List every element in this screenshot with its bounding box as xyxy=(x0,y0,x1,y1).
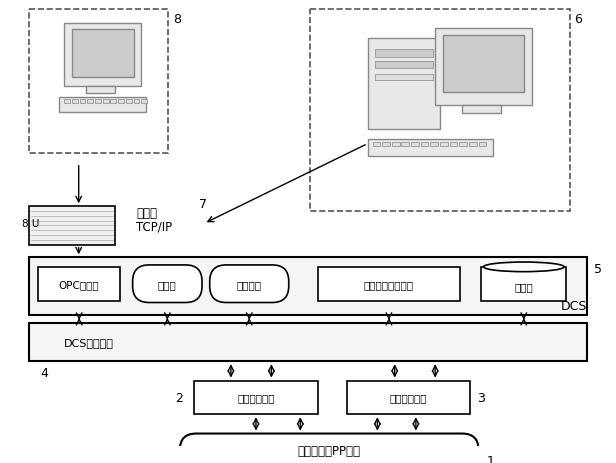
Text: 2: 2 xyxy=(175,391,183,404)
FancyBboxPatch shape xyxy=(180,433,479,463)
Text: TCP/IP: TCP/IP xyxy=(137,220,172,233)
Bar xyxy=(72,100,78,104)
Text: 8: 8 xyxy=(173,13,181,26)
Bar xyxy=(443,36,524,93)
Bar xyxy=(64,24,141,87)
Bar xyxy=(440,142,448,147)
Bar xyxy=(347,381,470,414)
Bar xyxy=(194,381,318,414)
Bar xyxy=(435,29,532,106)
Bar xyxy=(368,139,493,156)
Text: 4: 4 xyxy=(40,366,48,379)
Bar xyxy=(373,142,380,147)
Bar xyxy=(402,142,409,147)
Bar xyxy=(87,100,93,104)
Bar xyxy=(38,267,120,301)
Text: DCS: DCS xyxy=(561,299,587,312)
Bar xyxy=(375,50,433,58)
Bar xyxy=(28,10,168,154)
Ellipse shape xyxy=(484,263,564,272)
Bar xyxy=(375,62,433,69)
Text: 现场分析仪表: 现场分析仪表 xyxy=(389,393,427,402)
Bar xyxy=(392,142,400,147)
Text: 3: 3 xyxy=(477,391,485,404)
Text: DCS通信网络: DCS通信网络 xyxy=(63,337,113,347)
Bar xyxy=(79,100,86,104)
FancyBboxPatch shape xyxy=(134,267,200,301)
Bar xyxy=(72,30,134,78)
Bar xyxy=(28,206,115,245)
Bar xyxy=(118,100,124,104)
Text: 5: 5 xyxy=(594,263,602,275)
Bar xyxy=(134,100,139,104)
Bar xyxy=(310,10,570,212)
Bar xyxy=(479,142,486,147)
Text: 路由器: 路由器 xyxy=(137,207,158,220)
Text: 气相流化床PP过程: 气相流化床PP过程 xyxy=(298,444,361,457)
Bar xyxy=(95,100,101,104)
Bar xyxy=(411,142,419,147)
Bar xyxy=(431,142,438,147)
Bar xyxy=(450,142,457,147)
Bar xyxy=(86,87,115,94)
Bar xyxy=(103,100,108,104)
Text: 工程师站: 工程师站 xyxy=(237,279,262,289)
Text: 1: 1 xyxy=(486,454,494,463)
Bar xyxy=(421,142,429,147)
Text: 数据库: 数据库 xyxy=(514,282,533,292)
Bar xyxy=(64,100,70,104)
Bar xyxy=(462,106,501,113)
Bar xyxy=(318,267,460,301)
Bar xyxy=(368,38,440,130)
Text: 8 U: 8 U xyxy=(22,219,39,229)
FancyBboxPatch shape xyxy=(132,265,202,303)
FancyBboxPatch shape xyxy=(209,265,289,303)
Bar xyxy=(482,267,566,301)
Bar xyxy=(28,257,588,315)
Text: 7: 7 xyxy=(199,198,207,211)
Bar xyxy=(110,100,116,104)
Text: 现场过程仪表: 现场过程仪表 xyxy=(237,393,275,402)
Text: 6: 6 xyxy=(574,13,582,26)
Text: 操作站: 操作站 xyxy=(158,279,177,289)
Text: 质量指标显示画面: 质量指标显示画面 xyxy=(364,279,414,289)
Bar xyxy=(382,142,390,147)
Bar xyxy=(141,100,147,104)
Text: OPC服务器: OPC服务器 xyxy=(59,279,99,289)
Bar xyxy=(469,142,477,147)
Bar xyxy=(126,100,132,104)
Bar xyxy=(28,323,588,362)
Bar xyxy=(375,75,433,81)
Bar xyxy=(460,142,467,147)
Bar xyxy=(59,98,146,113)
